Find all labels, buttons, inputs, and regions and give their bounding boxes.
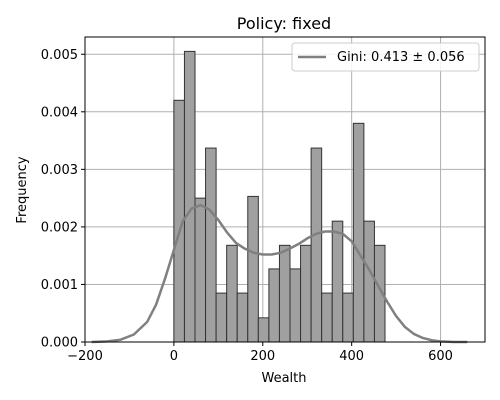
histogram-bar <box>183 50 196 343</box>
x-tick-label: 0 <box>170 349 178 364</box>
legend-box <box>291 42 480 72</box>
histogram-bar <box>194 197 207 343</box>
histogram-bar <box>342 292 354 343</box>
histogram-bar <box>363 220 375 343</box>
y-tick-label: 0.000 <box>41 336 78 351</box>
y-axis-label: Frequency <box>15 156 30 223</box>
kde-curve <box>91 203 468 344</box>
histogram-bar <box>226 244 238 343</box>
histogram-bar <box>278 244 291 343</box>
histogram-bar <box>268 268 280 343</box>
histogram-bar <box>247 195 259 343</box>
y-tick-label: 0.003 <box>41 163 78 178</box>
x-tick-label: 200 <box>250 349 275 364</box>
plot-frame <box>84 36 486 343</box>
histogram-bar <box>321 292 333 343</box>
kde-line <box>91 203 468 344</box>
histogram-bar <box>205 147 217 343</box>
histogram-bar <box>300 244 312 343</box>
x-tick-label: 400 <box>339 349 364 364</box>
legend-label: Gini: 0.413 ± 0.056 <box>337 50 465 65</box>
x-tick-label: −200 <box>67 349 103 364</box>
y-tick-label: 0.004 <box>41 105 78 120</box>
y-tick-label: 0.002 <box>41 220 78 235</box>
x-axis: −200 0 200 400 600 <box>67 342 453 364</box>
histogram-bars <box>173 50 386 343</box>
histogram-bar <box>310 147 323 343</box>
x-axis-label: Wealth <box>261 371 306 386</box>
histogram-bar <box>236 292 249 343</box>
histogram-bar <box>331 220 344 343</box>
chart-title: Policy: fixed <box>237 14 331 33</box>
histogram-bar <box>215 292 228 343</box>
histogram-bar <box>257 317 270 343</box>
y-tick-label: 0.001 <box>41 278 78 293</box>
x-tick-label: 600 <box>428 349 453 364</box>
histogram-bar <box>289 268 302 343</box>
y-axis: 0.000 0.001 0.002 0.003 0.004 0.005 <box>41 48 85 351</box>
histogram-bar <box>352 122 365 343</box>
legend: Gini: 0.413 ± 0.056 <box>291 42 480 72</box>
y-tick-label: 0.005 <box>41 48 78 63</box>
